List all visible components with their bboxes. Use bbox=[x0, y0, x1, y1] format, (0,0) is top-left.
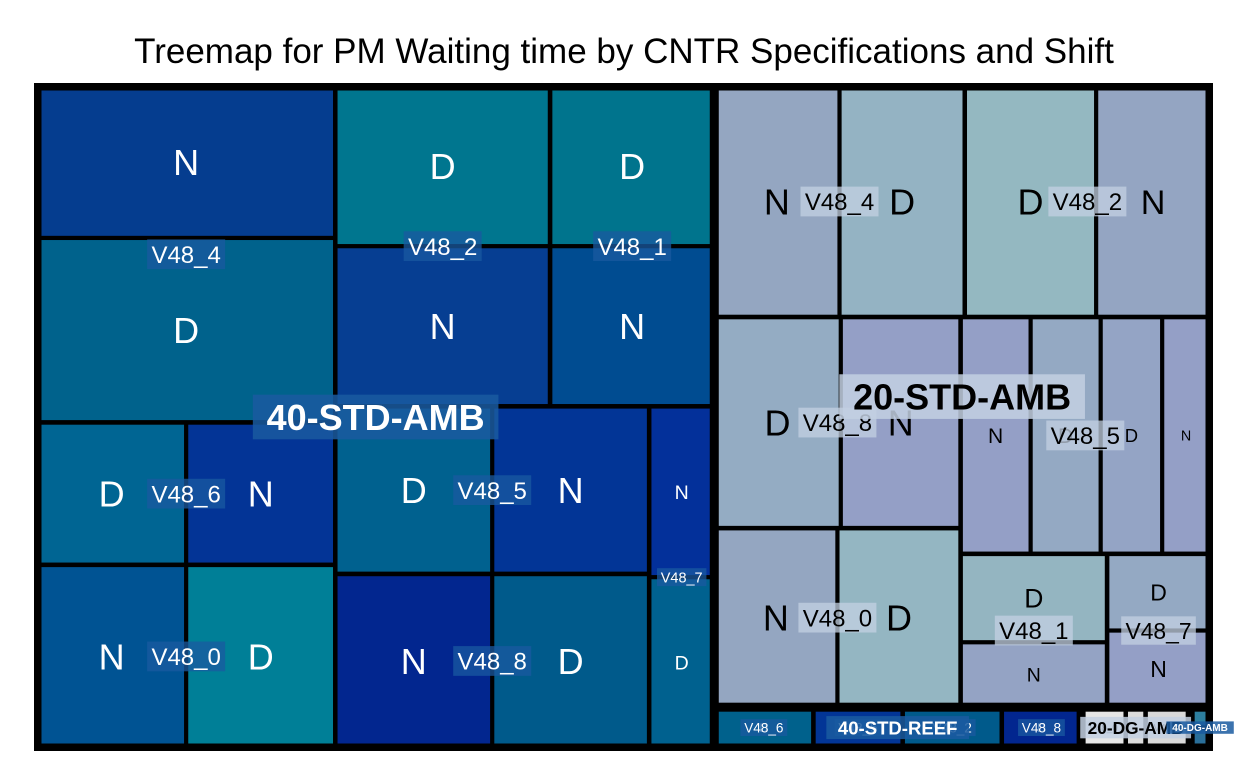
region-label-20-std-amb-v48-7: V48_7 bbox=[1125, 618, 1191, 644]
region-label-bg bbox=[800, 186, 879, 217]
group-label-bg bbox=[252, 394, 499, 440]
shift-label: N bbox=[99, 636, 125, 677]
shift-label: N bbox=[173, 142, 199, 183]
region-label-bg bbox=[1046, 420, 1125, 451]
region-label-bg bbox=[1018, 719, 1065, 737]
region-label-20-std-amb-v48-1: V48_1 bbox=[999, 618, 1068, 645]
region-label-bg bbox=[740, 719, 788, 737]
shift-label: D bbox=[99, 474, 125, 515]
region-label-bg bbox=[147, 478, 226, 509]
region-label-bg bbox=[656, 568, 707, 587]
region-label-40-std-amb-v48-4: V48_4 bbox=[151, 242, 220, 269]
shift-label: D bbox=[173, 310, 199, 351]
group-label-40-std-reef: 40-STD-REEF bbox=[838, 717, 958, 738]
region-label-bg bbox=[1121, 616, 1196, 645]
shift-label: D bbox=[765, 403, 791, 444]
shift-label: N bbox=[763, 598, 789, 639]
shift-label: D bbox=[1017, 181, 1043, 222]
region-label-bg bbox=[593, 231, 672, 262]
shift-label: N bbox=[1027, 665, 1041, 687]
treemap-cell-40-std-amb-v48-4-d bbox=[37, 238, 335, 422]
shift-label: N bbox=[558, 470, 584, 511]
group-border-40-std-amb bbox=[36, 85, 715, 749]
shift-label: D bbox=[886, 598, 912, 639]
shift-label: N bbox=[988, 425, 1003, 448]
shift-label: N bbox=[1150, 656, 1167, 682]
group-label-40-std-amb: 40-STD-AMB bbox=[267, 397, 485, 438]
region-label-40-std-reef-v48-8: V48_8 bbox=[1022, 720, 1061, 735]
shift-label: N bbox=[1181, 429, 1191, 445]
shift-label: N bbox=[248, 474, 274, 515]
shift-label: D bbox=[889, 181, 915, 222]
group-label-40-dg-amb: 40-DG-AMB bbox=[1172, 723, 1228, 734]
shift-label: D bbox=[248, 636, 274, 677]
treemap-cell-40-std-amb-v48-2-n bbox=[336, 247, 550, 406]
region-label-40-std-amb-v48-0: V48_0 bbox=[151, 644, 220, 671]
shift-label: D bbox=[675, 653, 689, 675]
shift-label: D bbox=[1125, 425, 1138, 446]
group-labels: 40-STD-AMB 20-STD-AMB 40-STD-REEF 20-DG-AMB… bbox=[252, 374, 1234, 740]
treemap-cell-20-std-amb-v48-5-n bbox=[961, 317, 1030, 553]
shift-label: D bbox=[1024, 584, 1043, 614]
shift-label: D bbox=[401, 470, 427, 511]
shift-label: N bbox=[1141, 184, 1166, 222]
region-label-bg bbox=[453, 646, 532, 676]
group-border-40-std-reef bbox=[713, 706, 1082, 749]
region-label-40-std-amb-v48-2: V48_2 bbox=[408, 234, 477, 261]
region-label-40-std-amb-v48-6: V48_6 bbox=[151, 481, 220, 508]
shift-label: N bbox=[430, 306, 456, 347]
treemap-cell-40-std-amb-v48-4-n bbox=[37, 86, 335, 238]
region-label-40-std-amb-v48-5: V48_5 bbox=[458, 478, 527, 505]
region-label-40-std-amb-v48-7: V48_7 bbox=[661, 570, 703, 586]
shift-label: D bbox=[430, 146, 456, 187]
region-label-40-std-amb-v48-8: V48_8 bbox=[458, 649, 527, 676]
treemap-cell-20-std-amb-v48-5-n bbox=[1163, 317, 1210, 553]
group-border-20-std-amb bbox=[713, 85, 1211, 708]
shift-label: D bbox=[558, 641, 584, 682]
treemap-cell-40-std-amb-v48-2-d bbox=[336, 86, 550, 246]
region-label-20-std-amb-v48-0: V48_0 bbox=[803, 605, 872, 632]
group-label-bg bbox=[839, 374, 1085, 419]
shift-label: N bbox=[619, 306, 645, 347]
region-label-40-std-amb-v48-1: V48_1 bbox=[597, 234, 666, 261]
shift-label: N bbox=[764, 181, 790, 222]
region-label-20-std-amb-v48-2: V48_2 bbox=[1053, 189, 1122, 216]
shift-label: N bbox=[675, 482, 689, 504]
shift-label: D bbox=[619, 146, 645, 187]
group-label-20-std-amb: 20-STD-AMB bbox=[853, 377, 1071, 418]
region-label-bg bbox=[798, 602, 877, 633]
region-label-bg bbox=[453, 475, 532, 506]
treemap-cell-20-std-amb-v48-1-n bbox=[961, 643, 1107, 707]
region-label-20-std-amb-v48-4: V48_4 bbox=[805, 189, 874, 216]
region-label-bg bbox=[403, 231, 482, 262]
region-label-bg bbox=[147, 239, 226, 270]
region-label-bg bbox=[1048, 186, 1127, 217]
group-label-bg bbox=[1166, 721, 1234, 734]
region-label-40-std-reef-v48-6: V48_6 bbox=[744, 720, 783, 735]
shift-label: D bbox=[1150, 579, 1167, 605]
group-label-20-dg-amb: 20-DG-AMB bbox=[1088, 718, 1184, 738]
chart-title: Treemap for PM Waiting time by CNTR Spec… bbox=[134, 32, 1114, 71]
region-label-bg bbox=[994, 615, 1073, 646]
region-label-20-std-amb-v48-5: V48_5 bbox=[1051, 423, 1120, 450]
treemap-cell-40-std-amb-v48-7-d bbox=[650, 578, 714, 748]
group-label-bg bbox=[1080, 716, 1192, 739]
treemap-cell-40-std-amb-v48-1-n bbox=[550, 247, 714, 406]
shift-label: N bbox=[401, 641, 427, 682]
region-label-bg bbox=[147, 641, 226, 672]
group-label-bg bbox=[826, 716, 970, 740]
